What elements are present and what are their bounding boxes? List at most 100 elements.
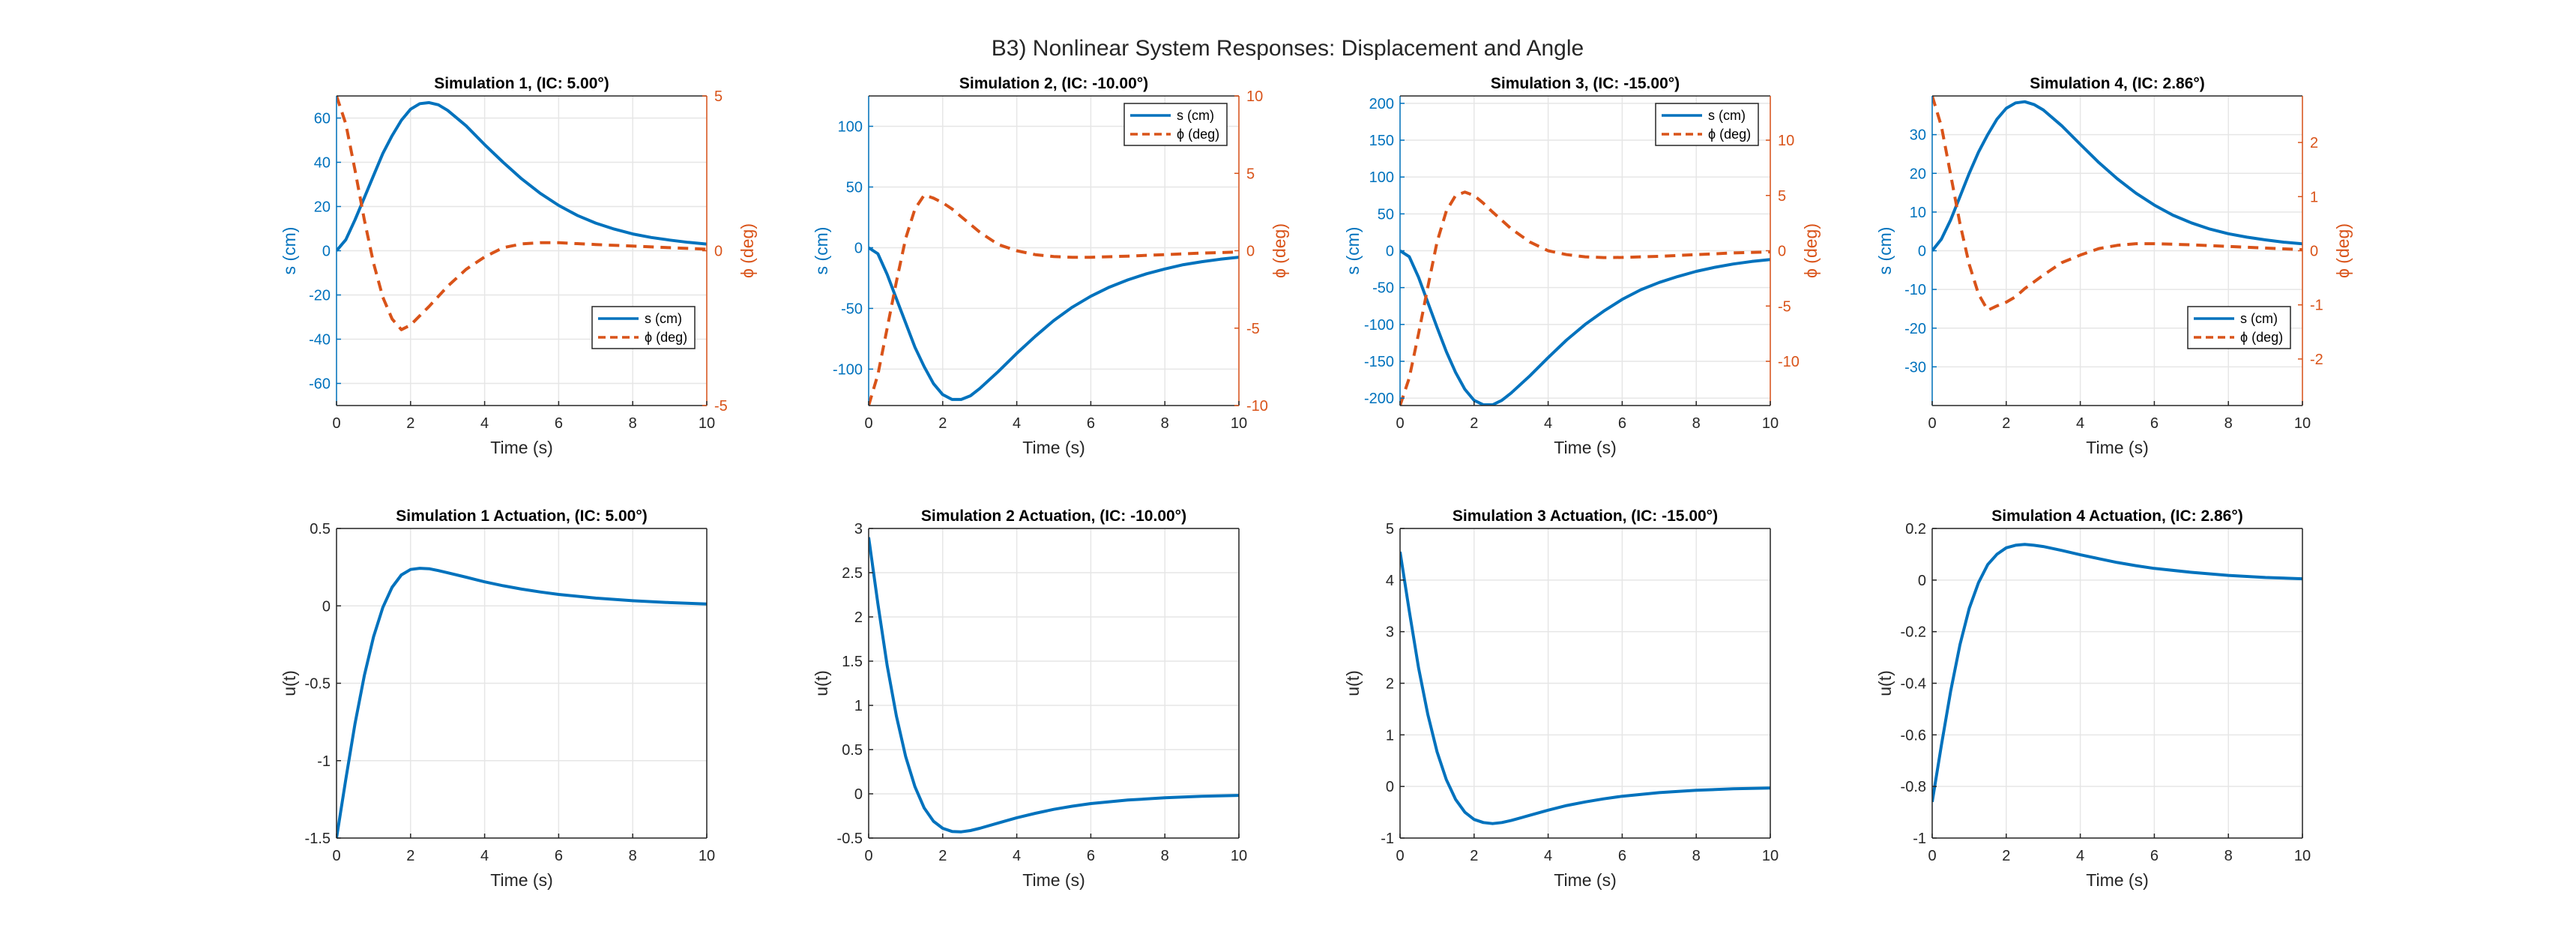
y-tick-label: -150 xyxy=(1364,354,1394,370)
displacement-series-line xyxy=(1400,249,1770,406)
y-tick-label: -30 xyxy=(1904,359,1926,376)
subplot-title: Simulation 1, (IC: 5.00°) xyxy=(434,75,609,92)
y-tick-label: 150 xyxy=(1369,133,1394,149)
legend-box xyxy=(1655,103,1759,146)
y-tick-label: 0.5 xyxy=(310,521,331,537)
x-tick-label: 0 xyxy=(332,415,340,432)
x-axis-label: Time (s) xyxy=(1554,870,1616,890)
legend: s (cm) ϕ (deg) xyxy=(1655,103,1759,146)
y-tick-label: 1 xyxy=(1386,727,1394,744)
y-tick-label: -100 xyxy=(1364,317,1394,334)
x-tick-label: 6 xyxy=(1087,848,1095,864)
x-tick-label: 4 xyxy=(480,415,489,432)
subplot-title: Simulation 2 Actuation, (IC: -10.00°) xyxy=(921,507,1186,525)
y-tick-label: 0.5 xyxy=(842,742,863,759)
angle-series-line xyxy=(337,96,707,331)
subplot-title: Simulation 1 Actuation, (IC: 5.00°) xyxy=(396,507,648,525)
y-right-tick-label: 10 xyxy=(1778,133,1794,149)
y-axis-label: u(t) xyxy=(1875,670,1895,696)
subplot-1: 0 2 4 6 8 10 -60 -40 -20 0 20 40 60 -5 0 5 Simulation 1,… xyxy=(280,75,757,457)
x-axis-label: Time (s) xyxy=(2086,870,2148,890)
y-tick-label: -1 xyxy=(317,753,331,770)
x-tick-label: 10 xyxy=(699,848,715,864)
x-tick-label: 4 xyxy=(480,848,489,864)
y-tick-label: 100 xyxy=(838,118,863,135)
x-tick-label: 2 xyxy=(1470,415,1478,432)
displacement-series-line xyxy=(1932,100,2302,252)
y-right-axis-label: ϕ (deg) xyxy=(1270,223,1289,278)
y-tick-label: 0 xyxy=(322,244,331,260)
legend-entry: s (cm) xyxy=(2240,311,2278,326)
y-tick-label: 40 xyxy=(314,155,331,172)
legend: s (cm) ϕ (deg) xyxy=(2187,306,2291,349)
legend-entry: s (cm) xyxy=(645,311,682,326)
angle-series-line xyxy=(1932,96,2302,312)
legend: s (cm) ϕ (deg) xyxy=(591,306,696,349)
angle-series-line xyxy=(1400,190,1770,406)
x-tick-label: 10 xyxy=(1231,415,1247,432)
figure-title: B3) Nonlinear System Responses: Displace… xyxy=(992,36,1584,61)
y-tick-label: 200 xyxy=(1369,96,1394,112)
x-tick-label: 8 xyxy=(629,848,637,864)
y-right-tick-label: 5 xyxy=(1246,166,1255,182)
y-axis-label: s (cm) xyxy=(280,227,299,275)
y-tick-label: 10 xyxy=(1910,205,1926,221)
x-tick-label: 0 xyxy=(1928,415,1936,432)
y-right-tick-label: -5 xyxy=(714,398,728,415)
x-tick-label: 4 xyxy=(1544,848,1552,864)
y-right-tick-label: -5 xyxy=(1246,321,1260,337)
subplot-title: Simulation 3 Actuation, (IC: -15.00°) xyxy=(1453,507,1718,525)
x-tick-label: 8 xyxy=(1692,415,1701,432)
y-tick-label: -0.5 xyxy=(305,676,331,693)
x-tick-label: 10 xyxy=(2294,415,2311,432)
subplot-8: 0 2 4 6 8 10 -1 -0.8 -0.6 -0.4 -0.2 0 0.2 Simulation … xyxy=(1875,507,2311,890)
subplot-3: 0 2 4 6 8 10-200-150-100-50050100150200-10-50… xyxy=(1343,75,1821,457)
x-tick-label: 4 xyxy=(1544,415,1552,432)
y-tick-label: 0 xyxy=(854,240,863,256)
y-right-tick-label: 0 xyxy=(2310,244,2318,260)
y-right-tick-label: 0 xyxy=(714,244,723,260)
y-tick-label: 20 xyxy=(1910,166,1926,182)
legend: s (cm) ϕ (deg) xyxy=(1123,103,1228,146)
actuation-series-line xyxy=(869,537,1239,834)
x-tick-label: 6 xyxy=(1618,415,1626,432)
x-tick-label: 8 xyxy=(1161,415,1169,432)
y-tick-label: 50 xyxy=(1378,206,1394,223)
y-right-tick-label: -10 xyxy=(1778,354,1800,370)
x-tick-label: 2 xyxy=(406,848,414,864)
y-tick-label: 0 xyxy=(854,786,863,803)
y-tick-label: 60 xyxy=(314,111,331,127)
x-tick-label: 4 xyxy=(2076,848,2084,864)
legend-entry: ϕ (deg) xyxy=(1708,127,1751,142)
displacement-series-line xyxy=(337,100,707,252)
x-axis-label: Time (s) xyxy=(490,438,552,457)
y-tick-label: 2.5 xyxy=(842,565,863,582)
x-axis-label: Time (s) xyxy=(1554,438,1616,457)
x-tick-label: 2 xyxy=(406,415,414,432)
x-tick-label: 0 xyxy=(864,415,872,432)
y-tick-label: 0 xyxy=(1918,573,1926,589)
x-tick-label: 8 xyxy=(1161,848,1169,864)
x-tick-label: 8 xyxy=(629,415,637,432)
y-axis-label: s (cm) xyxy=(812,227,831,275)
actuation-series-line xyxy=(1932,543,2302,803)
actuation-series-line xyxy=(337,567,707,838)
x-tick-label: 0 xyxy=(332,848,340,864)
y-axis-label: u(t) xyxy=(812,670,831,696)
y-tick-label: 4 xyxy=(1386,573,1394,589)
y-tick-label: -60 xyxy=(309,376,331,393)
x-axis-label: Time (s) xyxy=(490,870,552,890)
y-tick-label: -0.5 xyxy=(837,831,863,847)
y-right-tick-label: 2 xyxy=(2310,135,2318,151)
subplot-title: Simulation 4 Actuation, (IC: 2.86°) xyxy=(1991,507,2243,525)
y-tick-label: -0.8 xyxy=(1901,779,1926,795)
y-tick-label: 3 xyxy=(1386,624,1394,641)
x-tick-label: 2 xyxy=(938,848,947,864)
angle-series-line xyxy=(869,193,1239,406)
y-axis-label: s (cm) xyxy=(1343,227,1363,275)
displacement-series-line xyxy=(869,246,1239,401)
x-tick-label: 2 xyxy=(2002,415,2010,432)
x-tick-label: 8 xyxy=(2224,415,2233,432)
